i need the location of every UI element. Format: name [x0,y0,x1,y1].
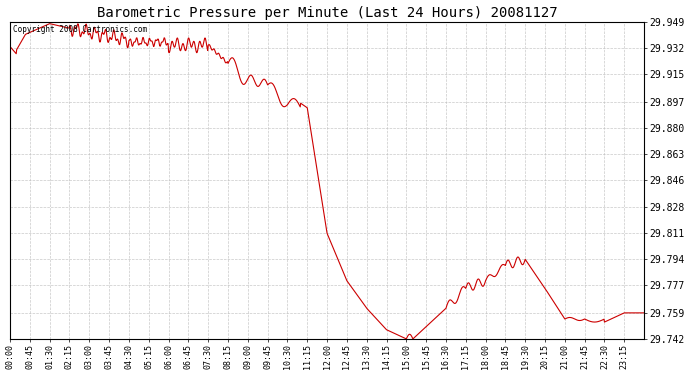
Text: Copyright 2008 Cartronics.com: Copyright 2008 Cartronics.com [13,25,148,34]
Title: Barometric Pressure per Minute (Last 24 Hours) 20081127: Barometric Pressure per Minute (Last 24 … [97,6,557,20]
